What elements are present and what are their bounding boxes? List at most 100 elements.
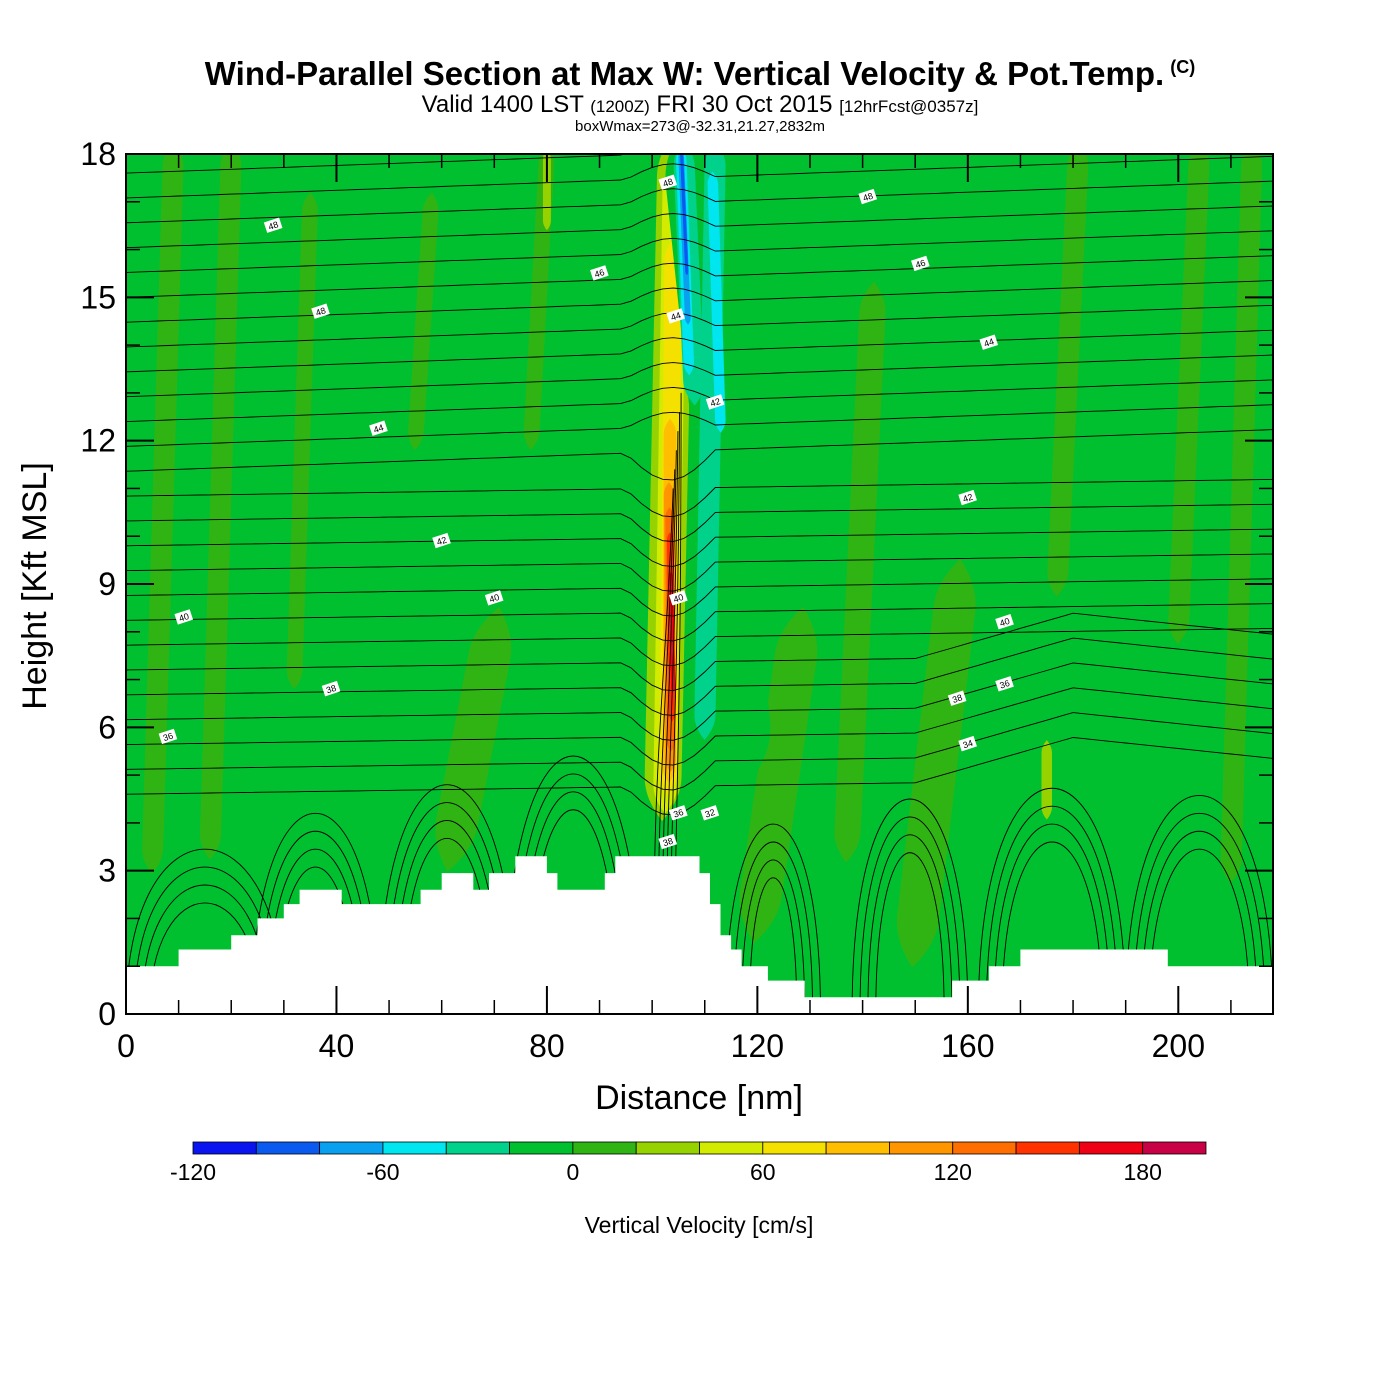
- x-tick-label: 160: [941, 1028, 994, 1064]
- contour-label-text: 44: [669, 310, 682, 323]
- theta-contour: [126, 478, 1273, 518]
- contour-label-bg: [263, 217, 283, 233]
- colorbar-tick-label: 60: [750, 1159, 776, 1185]
- velocity-region: [286, 192, 318, 690]
- contour-label-bg: [158, 728, 178, 745]
- contour-label-text: 38: [325, 683, 338, 696]
- contour-label-text: 32: [704, 807, 717, 820]
- contour-label-bg: [432, 532, 451, 549]
- theta-contour: [126, 354, 1273, 398]
- contour-label-bg: [590, 265, 609, 281]
- contour-label: 36: [995, 676, 1014, 692]
- velocity-region: [1168, 154, 1210, 645]
- theta-contour: [126, 662, 1273, 741]
- colorbar-swatch: [635, 1141, 700, 1155]
- plot-content: 48 48 46 48 48 46 44 44 44 42 42 42 40 40 40 40 38 38 36 36…: [126, 154, 1273, 1014]
- contour-label-bg: [995, 676, 1014, 692]
- velocity-region: [834, 281, 886, 863]
- theta-contour: [126, 628, 1273, 667]
- theta-contour: [126, 304, 1273, 348]
- colorbar-swatch: [319, 1141, 384, 1155]
- contour-label: 44: [979, 334, 999, 350]
- colorbar-swatch: [952, 1141, 1017, 1155]
- contour-label: 48: [858, 188, 878, 205]
- theta-contour: [993, 823, 1111, 1014]
- theta-contour: [126, 404, 1273, 447]
- colorbar-swatch: [825, 1141, 890, 1155]
- velocity-region: [142, 154, 184, 874]
- colorbar-tick-label: 120: [934, 1159, 972, 1185]
- colorbar-tick-label: 0: [566, 1159, 579, 1185]
- theta-contour: [749, 877, 798, 1014]
- theta-contour: [126, 329, 1273, 373]
- theta-contour: [126, 578, 1273, 617]
- contour-label: 44: [369, 420, 388, 436]
- y-tick-label: 3: [98, 853, 116, 889]
- contour-label-text: 42: [435, 535, 448, 548]
- contour-label-bg: [669, 590, 688, 606]
- y-tick-label: 18: [80, 136, 116, 172]
- contour-label-text: 38: [662, 836, 675, 849]
- theta-contour: [126, 154, 627, 174]
- colorbar-tick-label: 180: [1124, 1159, 1162, 1185]
- contour-label-bg: [947, 690, 967, 706]
- theta-contour: [126, 553, 1273, 592]
- theta-contour: [985, 806, 1119, 1014]
- theta-contour: [733, 841, 814, 1014]
- contour-label-bg: [658, 833, 678, 850]
- contour-label: 48: [263, 217, 283, 233]
- contour-label-bg: [700, 805, 720, 821]
- colorbar-tick-label: -60: [366, 1159, 399, 1185]
- velocity-region: [408, 192, 439, 451]
- contour-label-bg: [669, 805, 688, 821]
- colorbar-swatch: [699, 1141, 764, 1155]
- y-tick-label: 15: [80, 279, 116, 315]
- velocity-region: [739, 606, 818, 944]
- theta-contour: [671, 411, 680, 857]
- contour-label: 42: [705, 394, 725, 410]
- theta-contour: [126, 180, 1273, 224]
- y-tick-label: 0: [98, 996, 116, 1032]
- contour-label-bg: [705, 394, 725, 410]
- colorbar-swatch: [889, 1141, 954, 1155]
- contour-label-text: 48: [662, 176, 675, 189]
- velocity-region: [707, 171, 726, 433]
- chart-title-block: Wind-Parallel Section at Max W: Vertical…: [0, 48, 1400, 135]
- theta-contour: [126, 737, 1273, 816]
- contour-label-bg: [321, 680, 341, 697]
- contour-label: 42: [958, 489, 977, 506]
- theta-contour: [126, 379, 1273, 423]
- velocity-region: [1220, 154, 1263, 884]
- theta-contour: [658, 469, 676, 857]
- x-axis-label: Distance [nm]: [595, 1079, 803, 1117]
- contour-label: 40: [995, 614, 1014, 630]
- contour-label-text: 40: [672, 592, 685, 605]
- colorbar-swatch: [762, 1141, 827, 1155]
- contour-label: 34: [958, 735, 977, 752]
- contour-label-text: 40: [178, 611, 191, 624]
- contour-label-text: 40: [998, 616, 1011, 629]
- theta-contour: [662, 450, 677, 857]
- valid-utc: (1200Z): [590, 97, 650, 116]
- contour-label: 36: [669, 805, 688, 821]
- theta-contour: [126, 155, 1273, 199]
- colorbar-swatch: [382, 1141, 447, 1155]
- chart-subtitle: Valid 1400 LST (1200Z) FRI 30 Oct 2015 […: [0, 93, 1400, 119]
- contour-label-text: 38: [951, 692, 964, 705]
- theta-contour: [126, 528, 1273, 567]
- theta-contour: [1125, 794, 1273, 1014]
- contour-label-text: 48: [862, 191, 875, 204]
- theta-contour-layer: [126, 154, 1273, 1014]
- colorbar-swatch: [509, 1141, 574, 1155]
- velocity-region: [896, 558, 976, 968]
- contour-label-bg: [858, 188, 878, 205]
- x-tick-label: 200: [1152, 1028, 1205, 1064]
- velocity-region: [1041, 740, 1053, 820]
- y-tick-label: 12: [80, 423, 116, 459]
- theta-contour: [1148, 848, 1250, 1014]
- contour-labels: 48 48 46 48 48 46 44 44 44 42 42 42 40 40 40 40 38 38 36 36…: [158, 174, 1014, 850]
- velocity-region: [1047, 154, 1089, 597]
- contour-label: 32: [700, 805, 720, 821]
